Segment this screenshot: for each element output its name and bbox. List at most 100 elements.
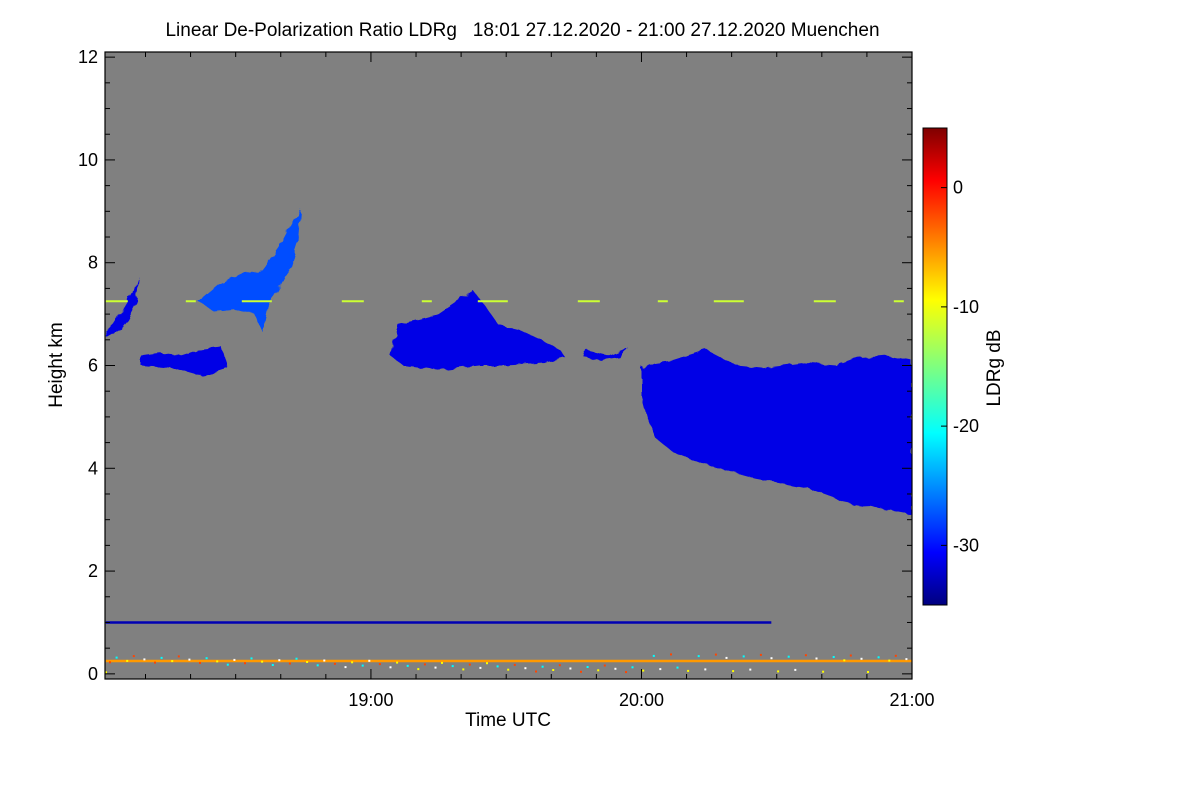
noise-pixel [368,659,371,662]
noise-pixel [126,659,129,662]
noise-pixel [132,655,135,658]
x-tick-label: 20:00 [619,690,664,710]
x-axis-title: Time UTC [465,710,551,731]
noise-pixel [160,656,163,659]
noise-pixel [479,666,482,669]
noise-pixel [676,666,679,669]
noise-pixel [725,656,728,659]
cloud-1930 [389,291,566,371]
noise-pixel [822,670,825,673]
noise-pixel [199,661,201,664]
colorbar-tick-label: -10 [953,297,979,317]
noise-pixel [250,657,253,660]
y-tick-label: 6 [88,356,98,376]
y-tick-label: 4 [88,458,98,478]
noise-pixel [535,670,537,673]
noise-pixel [877,656,880,659]
noise-pixel [804,654,807,657]
cloud-high-cirrus-west [105,275,139,338]
noise-pixel [687,669,690,672]
y-tick-label: 8 [88,253,98,273]
noise-pixel [396,661,399,664]
noise-pixel [759,653,762,656]
noise-pixel [109,661,111,664]
noise-pixel [770,657,773,660]
noise-pixel [597,669,600,672]
noise-pixel [558,664,561,667]
noise-pixel [586,666,589,668]
noise-pixel [815,657,818,660]
noise-pixel [794,668,797,671]
noise-pixel [143,658,146,661]
noise-pixel [749,668,752,671]
noise-pixel [188,658,191,661]
noise-pixel [271,664,274,666]
y-tick-label: 12 [78,47,98,67]
noise-pixel [507,668,510,671]
noise-pixel [468,663,471,666]
noise-pixel [316,664,319,667]
noise-pixel [177,655,180,658]
colorbar-tick-label: -30 [953,535,979,555]
noise-pixel [888,659,891,662]
noise-pixel [171,660,174,663]
noise-pixel [486,662,488,665]
noise-pixel [306,661,309,663]
noise-pixel [105,671,107,674]
noise-pixel [843,659,846,662]
colorbar-axis: 0 -10 -20 -30 [941,178,979,555]
x-tick-label: 19:00 [348,690,393,710]
noise-pixel [288,662,291,665]
colorbar-tick-label: -20 [953,416,979,436]
noise-pixel [552,669,555,671]
y-tick-label: 0 [88,664,98,684]
noise-pixel [832,656,835,658]
noise-pixel [777,670,780,673]
noise-pixel [642,669,645,672]
colorbar-tick-label: 0 [953,178,963,198]
noise-pixel [295,657,298,660]
noise-pixel [434,666,437,669]
y-tick-label: 10 [78,150,98,170]
noise-pixel [261,660,264,663]
noise-pixel [670,653,672,656]
noise-pixel [226,663,229,666]
noise-pixel [569,667,572,670]
noise-pixel [732,670,735,673]
noise-pixel [697,655,700,658]
y-axis-title: Height km [46,322,67,408]
noise-pixel [378,663,381,666]
noise-pixel [894,654,897,657]
noise-pixel [867,671,869,673]
noise-pixel [714,653,717,656]
noise-pixel [406,664,409,667]
noise-pixel [580,670,582,673]
noise-pixel [244,662,246,665]
noise-pixel [423,663,426,666]
noise-pixel [652,654,655,657]
noise-pixel [462,668,465,671]
noise-pixel [849,654,852,657]
axes-layer: 19:00 20:00 21:00 0 2 4 6 8 10 12 [78,47,935,710]
noise-pixel [351,661,354,664]
noise-pixel [154,661,156,664]
noise-pixel [278,659,281,662]
noise-pixel [905,658,908,661]
x-tick-label: 21:00 [889,690,934,710]
y-tick-label: 2 [88,561,98,581]
noise-pixel [441,661,443,664]
noise-pixel [361,664,364,667]
noise-pixel [524,667,527,670]
cloud-fragment-1950 [584,347,628,361]
noise-pixel [233,658,236,661]
noise-pixel [541,665,544,668]
noise-pixel [625,671,627,674]
noise-pixel [659,668,662,671]
colorbar-title: LDRg dB [984,329,1005,406]
noise-pixel [496,665,499,668]
plot-background [105,52,912,679]
colorbar [922,127,948,606]
noise-pixel [742,655,745,658]
noise-pixel [323,659,326,662]
